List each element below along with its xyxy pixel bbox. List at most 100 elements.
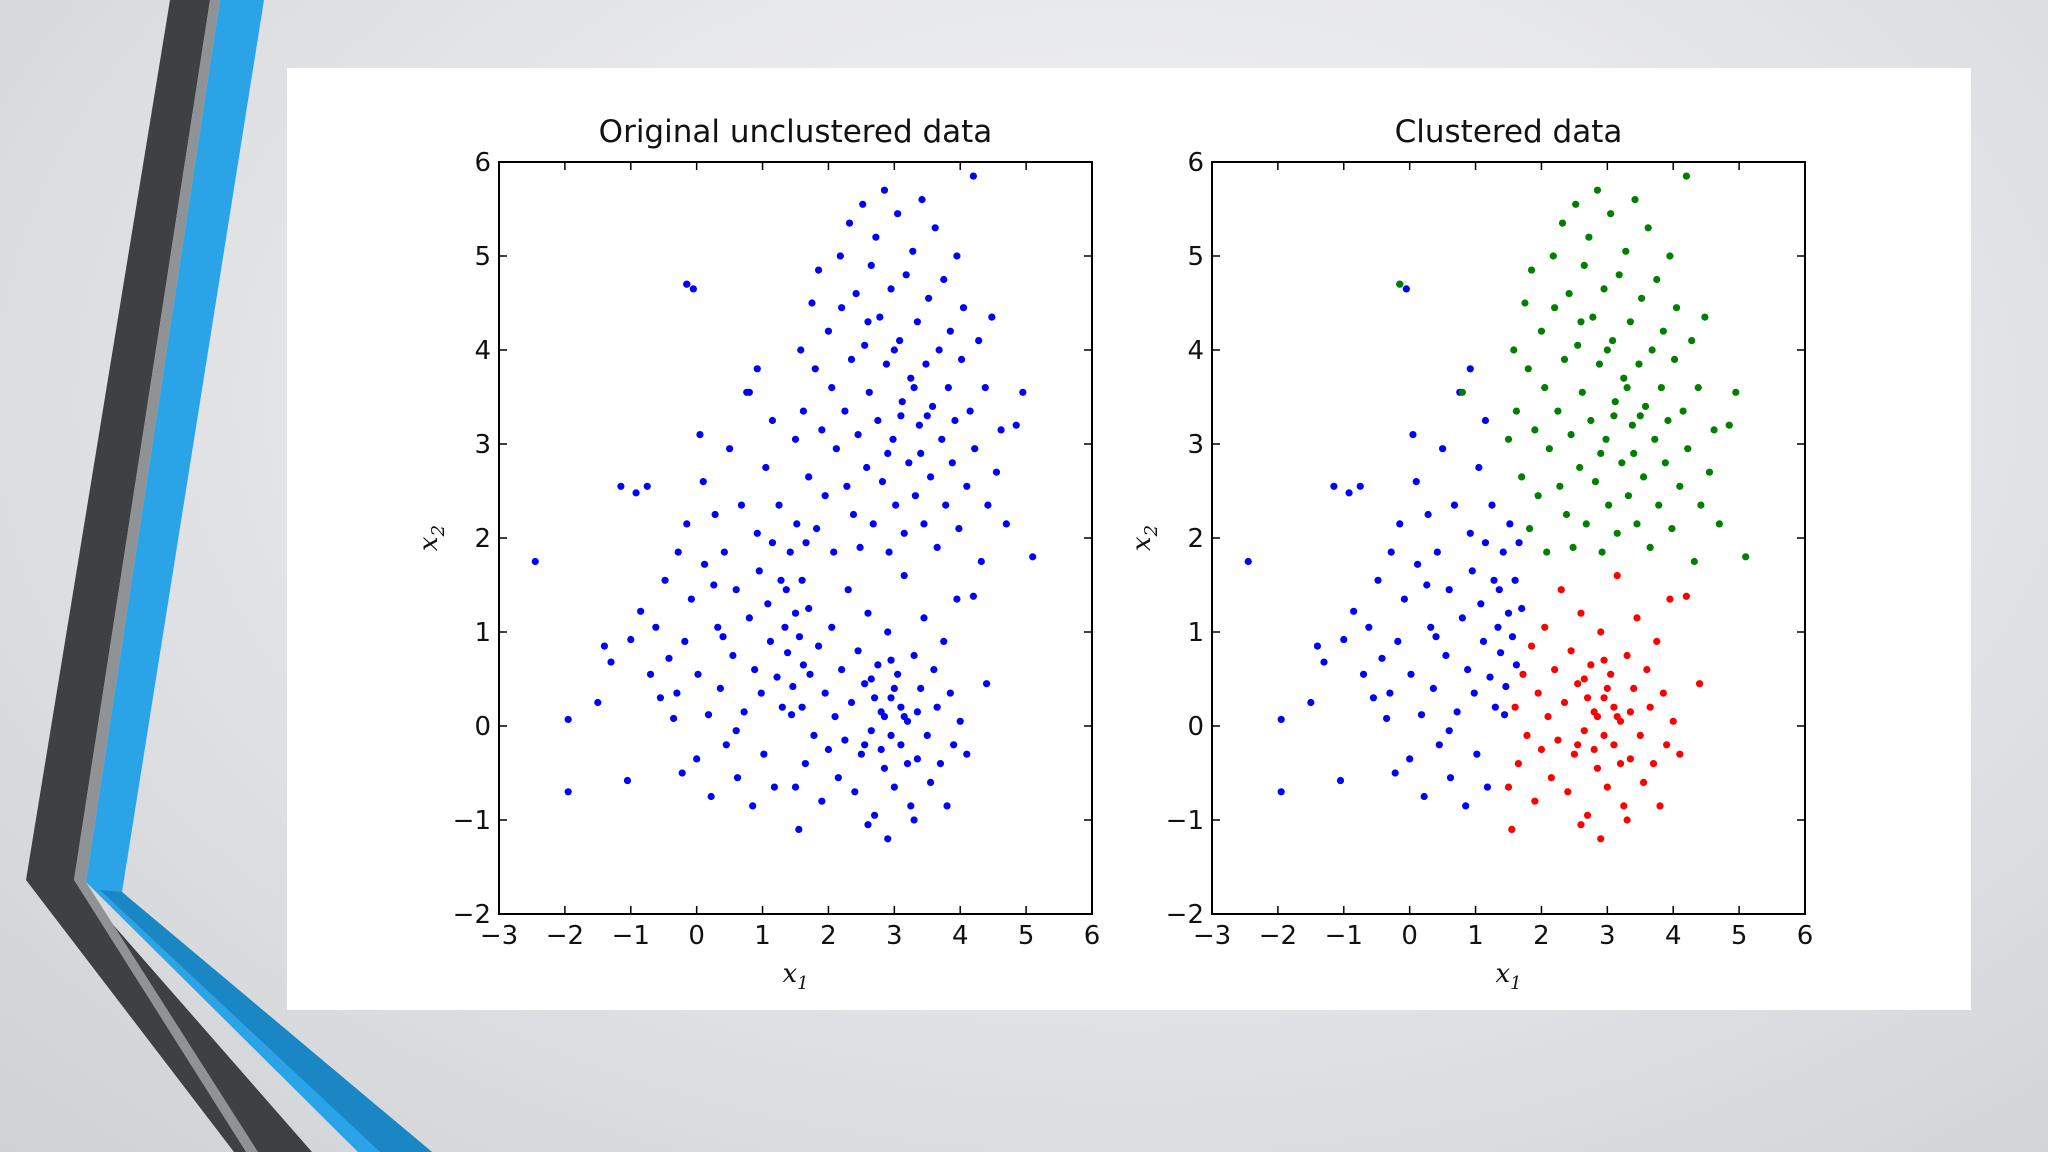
data-point	[1544, 713, 1552, 721]
data-point	[1636, 731, 1644, 740]
data-point	[828, 384, 836, 392]
data-point	[1359, 670, 1368, 678]
data-point	[1593, 713, 1602, 721]
data-point	[1676, 750, 1684, 758]
y-tick-label: 6	[1187, 148, 1204, 178]
data-point	[1486, 673, 1494, 681]
data-point	[1676, 482, 1684, 490]
data-point	[847, 355, 856, 363]
series-cluster-green	[1396, 172, 1750, 566]
data-point	[1577, 609, 1585, 617]
data-point	[789, 682, 797, 691]
data-point	[1543, 548, 1551, 556]
data-point	[1742, 553, 1750, 561]
data-point	[946, 327, 954, 335]
data-point	[982, 680, 991, 688]
data-point	[831, 713, 839, 721]
data-point	[1002, 520, 1010, 528]
x-tick-label: 6	[1084, 921, 1101, 951]
data-point	[902, 271, 910, 279]
data-point	[1439, 445, 1447, 453]
data-point	[910, 384, 918, 392]
data-point	[1481, 416, 1490, 425]
data-point	[1587, 416, 1595, 425]
data-point	[997, 426, 1005, 434]
data-point	[1502, 682, 1510, 691]
data-point	[1464, 666, 1472, 674]
data-point	[1591, 478, 1600, 486]
data-point	[1567, 647, 1575, 655]
data-point	[564, 715, 572, 724]
data-point	[838, 304, 846, 312]
data-point	[1356, 482, 1364, 490]
data-point	[907, 802, 915, 810]
data-point	[1514, 760, 1522, 768]
data-point	[1558, 219, 1567, 227]
data-point	[1244, 557, 1252, 566]
data-point	[607, 658, 615, 666]
data-point	[1603, 684, 1611, 693]
data-point	[854, 431, 862, 439]
data-point	[687, 595, 695, 603]
data-point	[1506, 520, 1514, 528]
data-point	[1600, 694, 1608, 702]
data-point	[911, 492, 920, 500]
data-point	[870, 811, 879, 819]
data-point	[786, 548, 794, 556]
x-tick-label: 2	[820, 921, 837, 951]
data-point	[1600, 656, 1608, 664]
data-point	[909, 247, 917, 255]
data-point	[722, 741, 730, 749]
data-point	[1582, 520, 1590, 528]
y-tick-label: −1	[1166, 806, 1204, 836]
x-tick-label: −1	[1325, 921, 1363, 951]
data-point	[791, 609, 800, 617]
data-point	[805, 473, 813, 481]
chart-2: Clustered data−3 −2 −1 0 1 2 3 4 5 6−2−10123456x1…	[1127, 114, 1813, 994]
x-tick-label: 3	[1599, 921, 1616, 951]
data-point	[1569, 543, 1577, 551]
data-point	[1583, 694, 1592, 702]
data-point	[699, 478, 707, 486]
data-point	[720, 548, 728, 556]
y-tick-label: 2	[474, 524, 491, 554]
data-point	[797, 346, 805, 354]
data-point	[953, 252, 961, 260]
data-point	[1609, 337, 1617, 345]
data-point	[1636, 412, 1644, 420]
data-point	[1029, 553, 1037, 561]
data-point	[915, 421, 923, 429]
data-point	[773, 673, 781, 681]
data-point	[753, 529, 761, 537]
data-point	[1387, 548, 1395, 556]
x-tick-label: −1	[612, 921, 650, 951]
x-tick-label: 3	[886, 921, 903, 951]
data-point	[1386, 689, 1394, 697]
data-point	[1610, 703, 1618, 711]
data-point	[1593, 764, 1602, 772]
data-point	[1600, 285, 1608, 293]
data-point	[1496, 649, 1505, 657]
data-point	[923, 731, 931, 740]
data-point	[923, 412, 931, 420]
chart-title: Original unclustered data	[599, 114, 993, 150]
data-point	[897, 703, 905, 711]
data-point	[884, 835, 892, 843]
data-point	[1481, 539, 1490, 547]
data-point	[944, 384, 952, 392]
data-point	[1365, 623, 1373, 631]
data-point	[857, 750, 865, 758]
data-point	[1313, 642, 1322, 650]
data-point	[926, 473, 935, 481]
data-point	[768, 416, 777, 425]
data-point	[963, 482, 971, 490]
data-point	[814, 266, 823, 274]
data-point	[1277, 715, 1285, 724]
y-tick-label: 0	[474, 712, 491, 742]
data-point	[1012, 421, 1020, 429]
data-point	[1396, 280, 1404, 288]
data-point	[1541, 384, 1549, 392]
data-point	[1420, 792, 1428, 801]
data-point	[1534, 689, 1542, 697]
x-tick-label: 4	[1665, 921, 1682, 951]
